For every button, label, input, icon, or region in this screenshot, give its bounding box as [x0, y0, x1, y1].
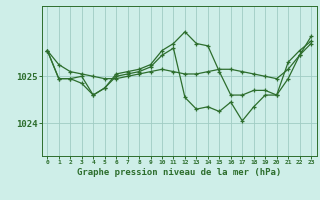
X-axis label: Graphe pression niveau de la mer (hPa): Graphe pression niveau de la mer (hPa) — [77, 168, 281, 177]
